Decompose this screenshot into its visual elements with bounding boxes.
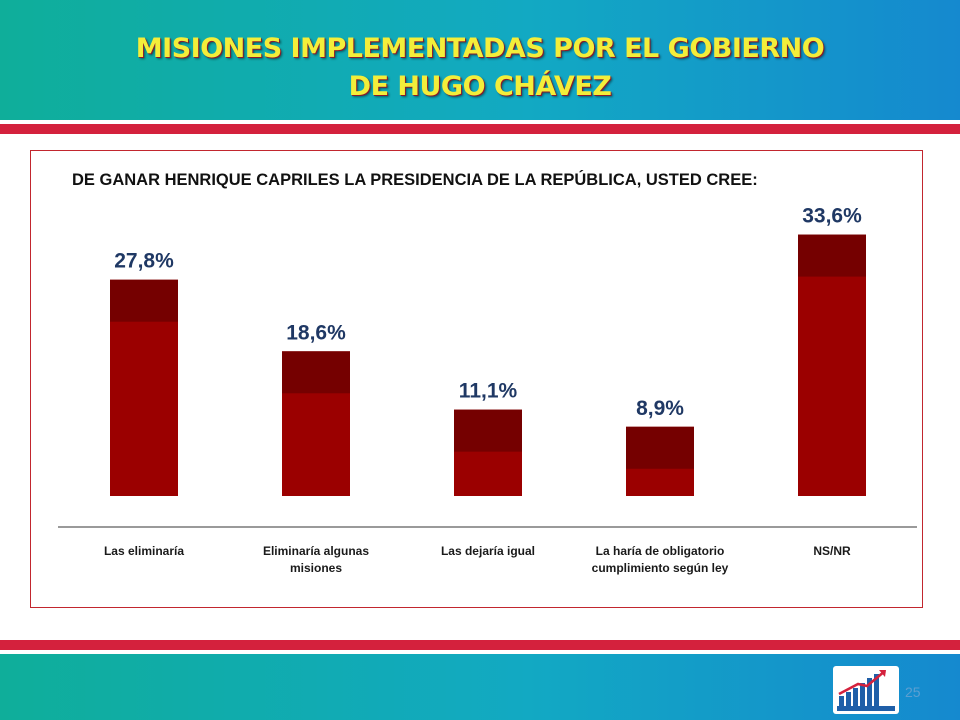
header-divider — [0, 120, 960, 124]
bar-group: 11,1% — [454, 380, 522, 496]
bar-value-label: 27,8% — [114, 250, 174, 273]
chart-panel — [30, 150, 923, 608]
bar-group: 8,9% — [626, 397, 694, 496]
category-label-line: La haría de obligatorio — [595, 544, 725, 558]
bar-top-band — [798, 234, 866, 277]
chart-title: DE GANAR HENRIQUE CAPRILES LA PRESIDENCI… — [72, 171, 758, 189]
category-label-line: NS/NR — [813, 544, 851, 558]
slide-title: MISIONES IMPLEMENTADAS POR EL GOBIERNO D… — [0, 30, 960, 106]
bar-value-label: 11,1% — [459, 380, 518, 403]
bar-top-band — [454, 409, 522, 452]
category-label-line: Las eliminaría — [103, 544, 185, 558]
bar-top-band — [626, 426, 694, 469]
slide-title-line-1: MISIONES IMPLEMENTADAS POR EL GOBIERNO — [135, 33, 825, 64]
category-label: La haría de obligatorio cumplimiento segú… — [575, 543, 745, 577]
category-label: Las dejaría igual — [403, 543, 573, 560]
bar — [798, 234, 866, 497]
category-label: Las eliminaría — [59, 543, 229, 560]
bar-top-band — [282, 351, 350, 394]
footer-red-stripe — [0, 640, 960, 650]
header-red-stripe — [0, 124, 960, 134]
category-label: Eliminaría algunas misiones — [231, 543, 401, 577]
bar-group: 27,8% — [110, 250, 178, 496]
bar-group: 33,6% — [798, 205, 866, 497]
bar-value-label: 18,6% — [286, 321, 346, 344]
header-banner — [0, 0, 960, 120]
category-label-line: Las dejaría igual — [440, 544, 536, 558]
bar-value-label: 33,6% — [802, 205, 862, 228]
page-number: 25 — [905, 684, 921, 700]
bar-value-label: 8,9% — [636, 397, 684, 420]
category-label-line: cumplimiento según ley — [591, 561, 729, 575]
slide-title-line-2: DE HUGO CHÁVEZ — [348, 71, 612, 102]
category-label-line: misiones — [289, 561, 343, 575]
footer-banner — [0, 654, 960, 720]
company-logo — [833, 666, 899, 714]
bar-group: 18,6% — [282, 321, 350, 496]
bar-top-band — [110, 279, 178, 322]
category-label-line: Eliminaría algunas — [262, 544, 370, 558]
footer-divider — [0, 650, 960, 654]
category-label: NS/NR — [747, 543, 917, 560]
